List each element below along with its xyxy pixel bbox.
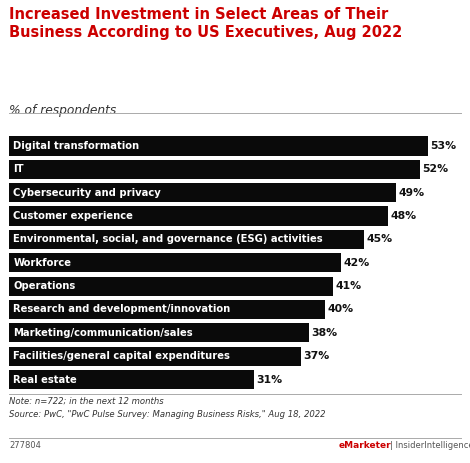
Text: Digital transformation: Digital transformation <box>13 141 140 151</box>
Text: 45%: 45% <box>367 234 393 244</box>
Text: 37%: 37% <box>304 351 330 361</box>
Text: Source: PwC, "PwC Pulse Survey: Managing Business Risks," Aug 18, 2022: Source: PwC, "PwC Pulse Survey: Managing… <box>9 410 326 419</box>
Text: 277804: 277804 <box>9 441 41 450</box>
Text: Real estate: Real estate <box>13 375 77 385</box>
Bar <box>9 230 364 249</box>
Text: % of respondents: % of respondents <box>9 104 117 117</box>
Text: IT: IT <box>13 164 24 174</box>
Text: Customer experience: Customer experience <box>13 211 133 221</box>
Bar <box>9 323 309 343</box>
Text: 40%: 40% <box>327 305 353 314</box>
Text: 48%: 48% <box>391 211 416 221</box>
Text: 31%: 31% <box>256 375 282 385</box>
Text: Facilities/general capital expenditures: Facilities/general capital expenditures <box>13 351 230 361</box>
Text: Environmental, social, and governance (ESG) activities: Environmental, social, and governance (E… <box>13 234 323 244</box>
Text: 49%: 49% <box>399 188 424 198</box>
Text: Note: n=722; in the next 12 months: Note: n=722; in the next 12 months <box>9 397 164 406</box>
Text: 41%: 41% <box>335 281 361 291</box>
Bar <box>9 160 420 179</box>
Text: 53%: 53% <box>430 141 456 151</box>
Text: Cybersecurity and privacy: Cybersecurity and privacy <box>13 188 161 198</box>
Text: 38%: 38% <box>312 328 337 338</box>
Text: | InsiderIntelligence.com: | InsiderIntelligence.com <box>390 441 470 450</box>
Bar <box>9 137 428 156</box>
Bar <box>9 183 396 202</box>
Bar <box>9 370 254 389</box>
Text: Increased Investment in Select Areas of Their
Business According to US Executive: Increased Investment in Select Areas of … <box>9 7 403 40</box>
Text: eMarketer: eMarketer <box>338 441 391 450</box>
Text: Research and development/innovation: Research and development/innovation <box>13 305 231 314</box>
Bar <box>9 347 301 366</box>
Text: Marketing/communication/sales: Marketing/communication/sales <box>13 328 193 338</box>
Bar <box>9 253 341 272</box>
Bar <box>9 206 388 225</box>
Text: Workforce: Workforce <box>13 258 71 268</box>
Text: Operations: Operations <box>13 281 76 291</box>
Text: 52%: 52% <box>422 164 448 174</box>
Bar <box>9 276 333 296</box>
Bar <box>9 300 325 319</box>
Text: 42%: 42% <box>343 258 369 268</box>
